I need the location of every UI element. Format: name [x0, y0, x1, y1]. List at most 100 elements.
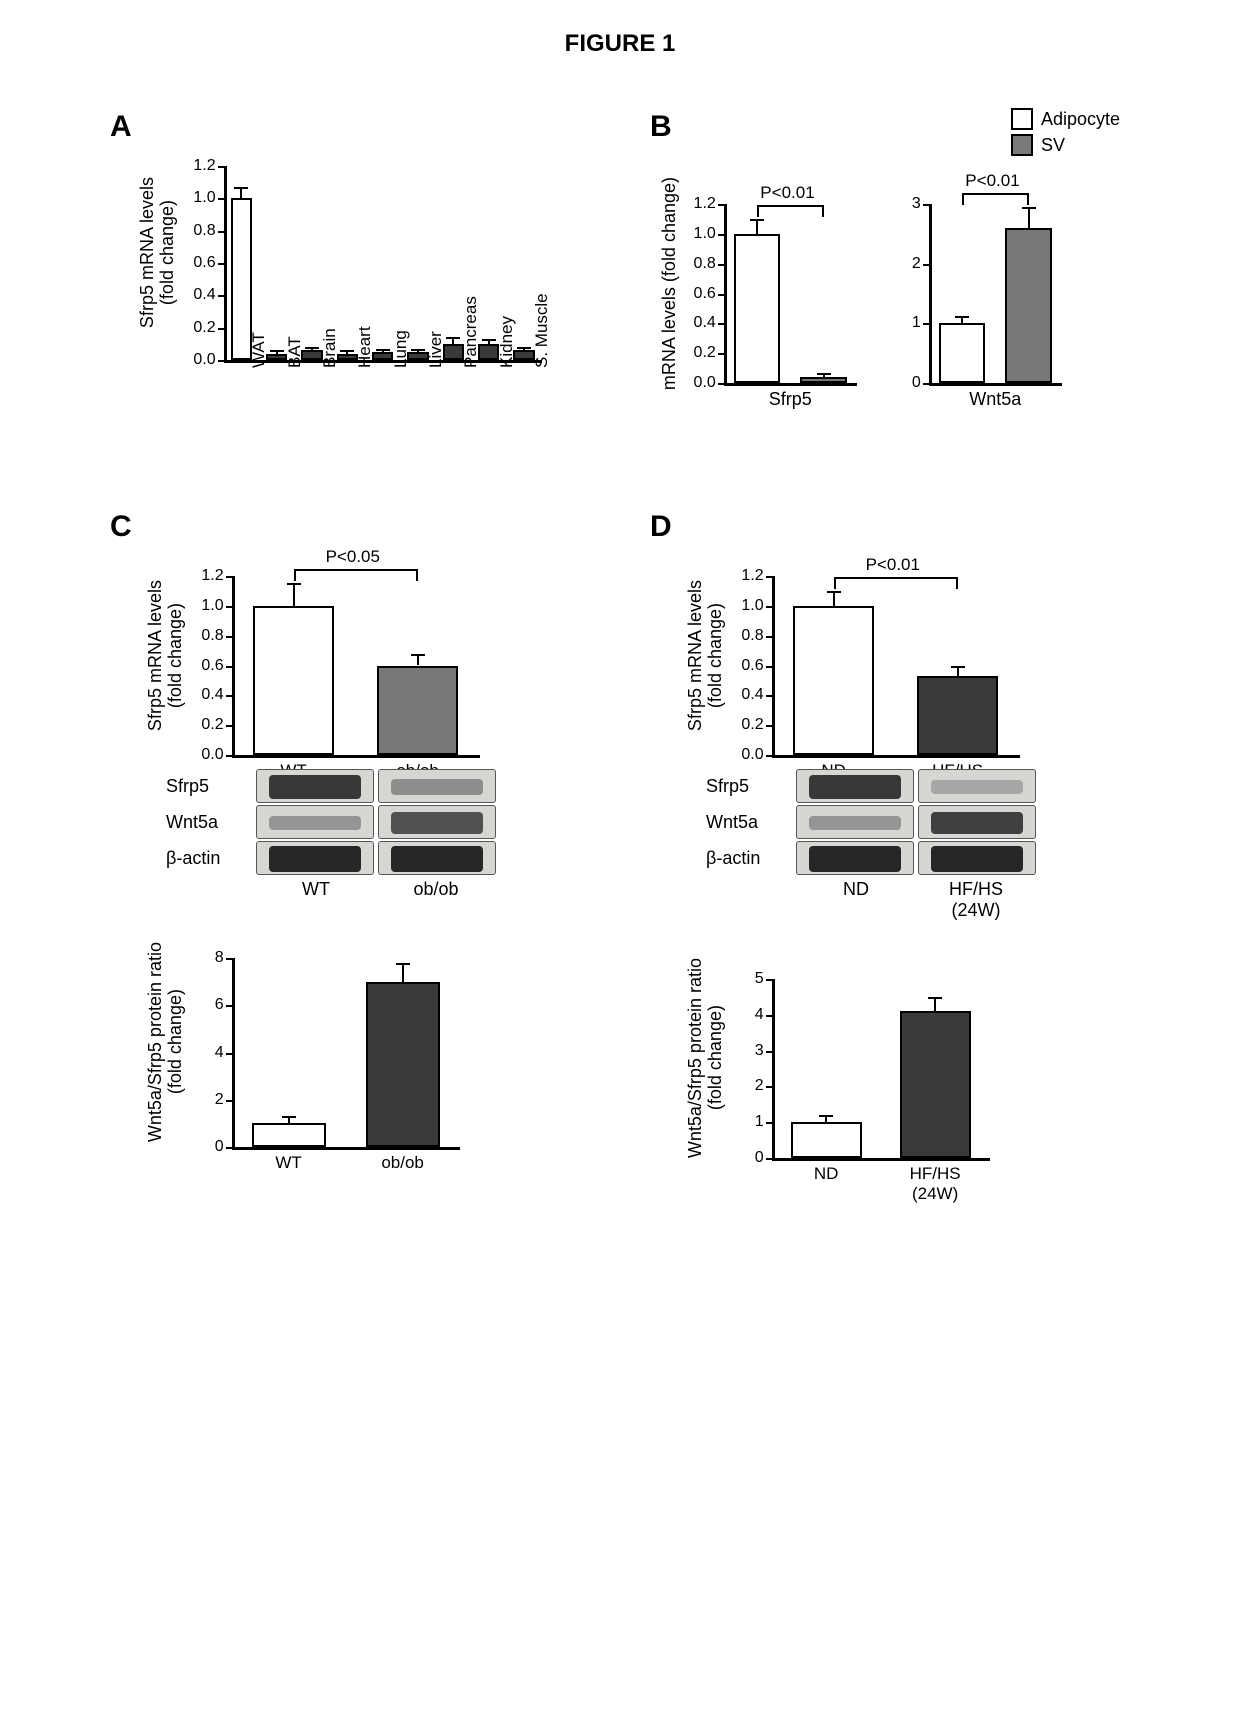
panel-b-chart-wnt5a: 0123P<0.01Wnt5a	[891, 176, 1066, 391]
panel-d-top-chart: 0.00.20.40.60.81.01.2NDHF/HS (24W)P<0.01	[734, 548, 1024, 763]
blot-lane	[918, 841, 1036, 875]
panel-a-label: A	[110, 110, 132, 144]
panel-d-label: D	[650, 510, 672, 544]
bar	[266, 354, 287, 360]
ytick-label: 0.6	[682, 285, 716, 303]
ytick-label: 1.0	[682, 225, 716, 243]
ytick-label: 0.4	[730, 686, 764, 704]
figure-title: FIGURE 1	[110, 30, 1130, 58]
panel-b-ylabel: mRNA levels (fold change)	[660, 177, 680, 390]
blot-row-label: Sfrp5	[166, 776, 256, 797]
ytick-label: 0.2	[682, 344, 716, 362]
ytick-label: 2	[730, 1077, 764, 1095]
pvalue-label: P<0.05	[326, 547, 380, 567]
ytick-label: 1.0	[730, 597, 764, 615]
legend-swatch-adipocyte	[1011, 108, 1033, 130]
figure-grid: A Sfrp5 mRNA levels (fold change) 0.00.2…	[110, 118, 1130, 1166]
ytick-label: 0.2	[730, 716, 764, 734]
subplot-title: Sfrp5	[724, 389, 857, 410]
ytick-label: 2	[190, 1091, 224, 1109]
blot-lane	[378, 769, 496, 803]
panel-a-chart: 0.00.20.40.60.81.01.2WATBATBrainHeartLun…	[186, 138, 546, 368]
blot-category-label: ob/ob	[376, 879, 496, 900]
blot-row-label: β-actin	[706, 848, 796, 869]
bar	[252, 1123, 326, 1147]
panel-c: C Sfrp5 mRNA levels (fold change) 0.00.2…	[110, 518, 590, 1166]
ytick-label: 4	[730, 1006, 764, 1024]
panel-a-ylabel: Sfrp5 mRNA levels (fold change)	[138, 177, 178, 328]
subplot-title: Wnt5a	[929, 389, 1062, 410]
bar	[791, 1122, 862, 1158]
bar	[900, 1011, 971, 1158]
category-label: Heart	[355, 326, 375, 368]
blot-lane	[256, 841, 374, 875]
ytick-label: 1.2	[682, 195, 716, 213]
category-label: Kidney	[497, 316, 517, 368]
blot-lane	[796, 769, 914, 803]
bar	[366, 982, 440, 1147]
ytick-label: 0.4	[682, 314, 716, 332]
panel-c-blots: Sfrp5Wnt5aβ-actinWTob/ob	[166, 769, 496, 900]
ytick-label: 3	[730, 1042, 764, 1060]
pvalue-label: P<0.01	[965, 171, 1019, 191]
blot-row-label: Wnt5a	[706, 812, 796, 833]
bar	[1005, 228, 1052, 383]
bar	[939, 323, 986, 383]
ytick-label: 0.8	[682, 255, 716, 273]
category-label: ND	[781, 1164, 871, 1184]
blot-lane	[918, 769, 1036, 803]
ytick-label: 4	[190, 1044, 224, 1062]
bar	[478, 344, 499, 360]
ytick-label: 1.0	[182, 189, 216, 207]
ytick-label: 5	[730, 970, 764, 988]
panel-c-bottom-chart: 02468WTob/ob	[194, 930, 464, 1155]
panel-d-bottom-ylabel: Wnt5a/Sfrp5 protein ratio (fold change)	[686, 958, 726, 1158]
category-label: S. Muscle	[532, 293, 552, 368]
ytick-label: 1.2	[190, 567, 224, 585]
category-label: Brain	[320, 328, 340, 368]
ytick-label: 0.0	[182, 351, 216, 369]
ytick-label: 1.2	[182, 157, 216, 175]
pvalue-label: P<0.01	[760, 183, 814, 203]
panel-a: A Sfrp5 mRNA levels (fold change) 0.00.2…	[110, 118, 590, 478]
blot-lane	[796, 841, 914, 875]
category-label: WAT	[249, 332, 269, 368]
ytick-label: 0.2	[182, 319, 216, 337]
panel-b-label: B	[650, 110, 672, 144]
ytick-label: 0.6	[182, 254, 216, 272]
panel-b-legend: Adipocyte SV	[1011, 108, 1120, 156]
legend-label-sv: SV	[1041, 135, 1065, 156]
blot-row-label: Sfrp5	[706, 776, 796, 797]
panel-c-top-ylabel: Sfrp5 mRNA levels (fold change)	[146, 580, 186, 731]
ytick-label: 0.8	[182, 222, 216, 240]
ytick-label: 0.0	[730, 746, 764, 764]
ytick-label: 0.4	[182, 286, 216, 304]
bar	[734, 234, 781, 383]
category-label: WT	[244, 1153, 334, 1173]
ytick-label: 0	[730, 1149, 764, 1167]
ytick-label: 0.8	[190, 627, 224, 645]
category-label: Lung	[391, 330, 411, 368]
ytick-label: 8	[190, 949, 224, 967]
bar	[800, 377, 847, 383]
legend-label-adipocyte: Adipocyte	[1041, 109, 1120, 130]
ytick-label: 6	[190, 996, 224, 1014]
panel-d-blots: Sfrp5Wnt5aβ-actinNDHF/HS (24W)	[706, 769, 1036, 921]
bar	[377, 666, 458, 756]
blot-row-label: Wnt5a	[166, 812, 256, 833]
bar	[253, 606, 334, 755]
category-label: HF/HS (24W)	[890, 1164, 980, 1204]
ytick-label: 0	[190, 1138, 224, 1156]
panel-d-bottom-chart: 012345NDHF/HS (24W)	[734, 951, 994, 1166]
panel-b-chart-sfrp5: 0.00.20.40.60.81.01.2P<0.01Sfrp5	[686, 176, 861, 391]
bar	[372, 352, 393, 360]
ytick-label: 0.4	[190, 686, 224, 704]
bar	[917, 676, 998, 755]
blot-category-label: HF/HS (24W)	[916, 879, 1036, 921]
category-label: ob/ob	[358, 1153, 448, 1173]
panel-c-top-chart: 0.00.20.40.60.81.01.2WTob/obP<0.05	[194, 548, 484, 763]
panel-b: B Adipocyte SV mRNA levels (fold change)…	[650, 118, 1130, 478]
ytick-label: 0	[887, 374, 921, 392]
ytick-label: 0.6	[190, 657, 224, 675]
ytick-label: 0.6	[730, 657, 764, 675]
